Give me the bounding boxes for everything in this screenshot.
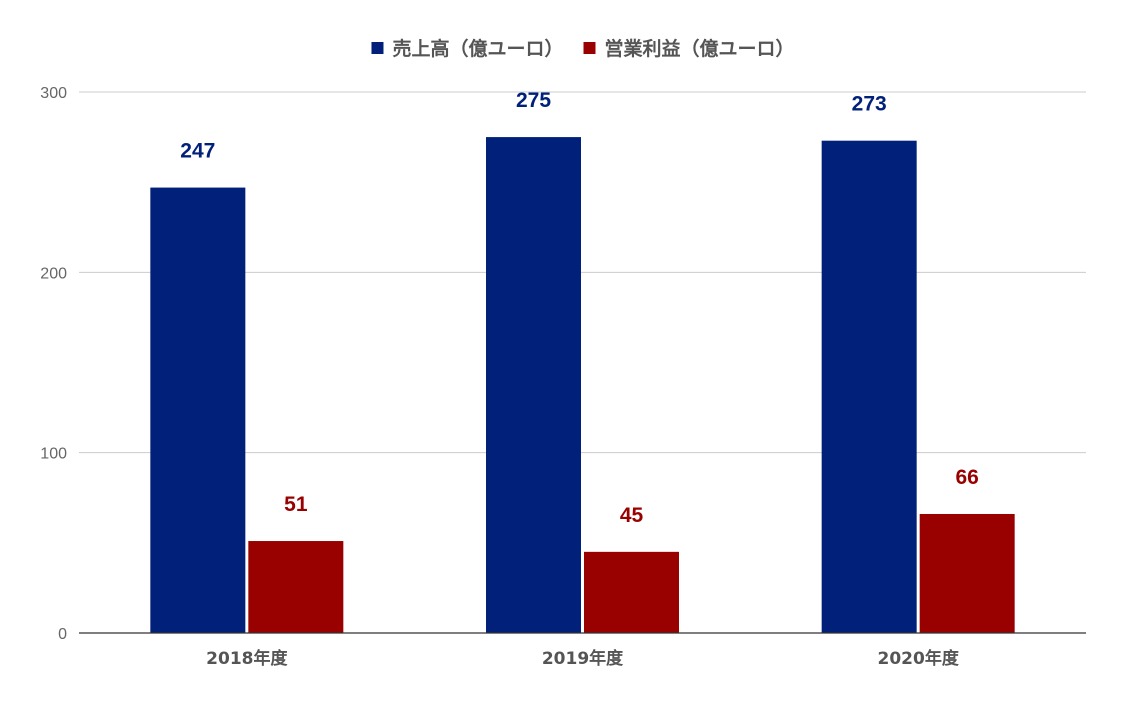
bar: [584, 551, 679, 633]
bar: [486, 137, 581, 634]
bar: [821, 140, 917, 633]
bar: [150, 187, 246, 633]
legend: 売上高（億ユーロ） 営業利益（億ユーロ）: [371, 37, 795, 60]
x-axis: 2018年度 2019年度 2020年度: [79, 632, 1086, 669]
data-label: 273: [852, 93, 887, 116]
data-label: 51: [284, 493, 308, 516]
data-label: 66: [955, 466, 978, 489]
y-tick-label: 200: [40, 265, 67, 282]
bars: [150, 137, 1015, 634]
x-tick-label: 2018年度: [206, 648, 288, 669]
gridlines: [79, 91, 1086, 454]
legend-swatch: [583, 42, 596, 54]
y-axis: 0 100 200 300: [40, 85, 67, 643]
data-label: 275: [516, 89, 551, 112]
y-tick-label: 0: [58, 626, 67, 643]
data-labels: 247 51 275 45 273 66: [180, 89, 979, 527]
bar: [248, 541, 344, 633]
data-label: 45: [620, 504, 644, 527]
data-label: 247: [180, 140, 215, 163]
y-tick-label: 300: [40, 85, 67, 102]
bar: [919, 513, 1015, 633]
legend-label: 営業利益（億ユーロ）: [605, 37, 795, 60]
y-tick-label: 100: [40, 446, 67, 463]
legend-label: 売上高（億ユーロ）: [392, 37, 563, 60]
legend-item: 売上高（億ユーロ）: [371, 37, 564, 60]
legend-swatch: [371, 42, 384, 54]
x-tick-label: 2020年度: [878, 648, 960, 669]
x-tick-label: 2019年度: [542, 648, 624, 669]
legend-item: 営業利益（億ユーロ）: [583, 37, 795, 60]
